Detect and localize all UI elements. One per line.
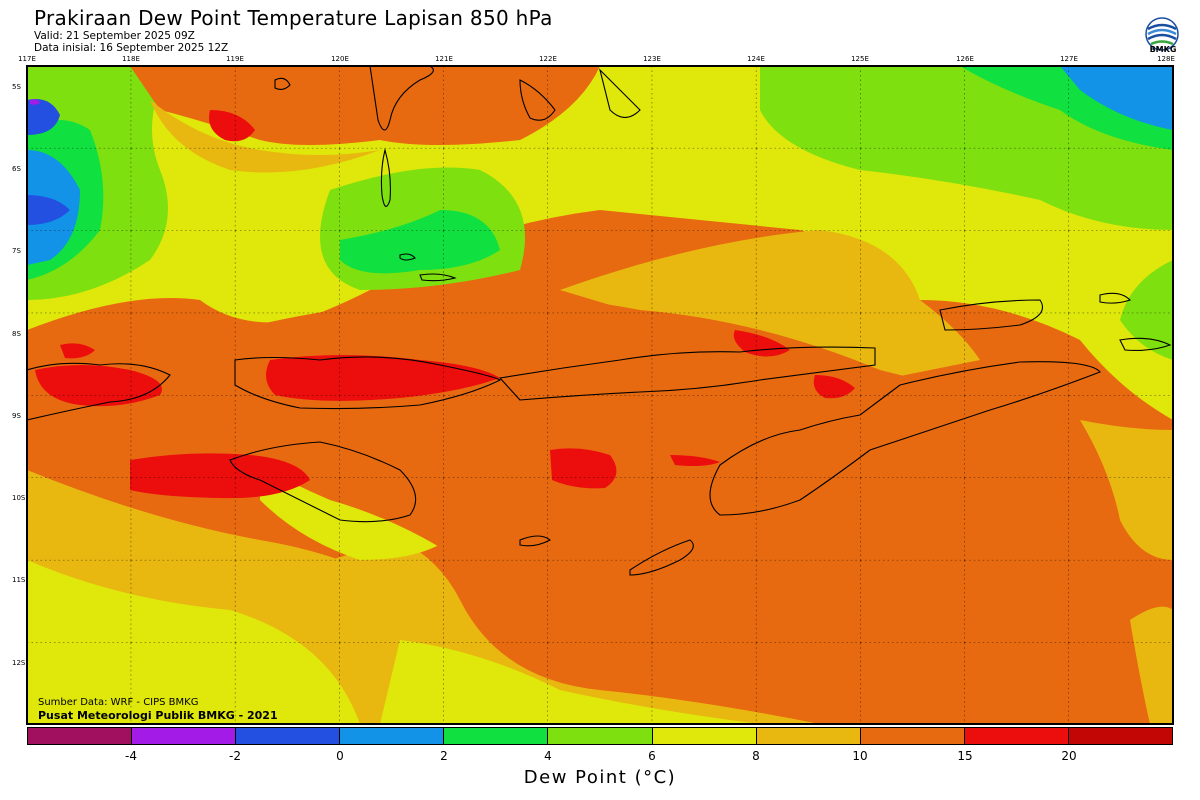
- colorbar-tick: 0: [336, 749, 344, 763]
- colorbar-tick: 2: [440, 749, 448, 763]
- coast-bali-lombok: [27, 362, 171, 421]
- coast-alor: [1119, 337, 1172, 351]
- bmkg-logo-icon: [1145, 17, 1179, 51]
- lon-label: 123E: [643, 55, 661, 63]
- lon-label: 121E: [435, 55, 453, 63]
- lon-label: 125E: [851, 55, 869, 63]
- colorbar-swatch: [1068, 728, 1173, 744]
- coastlines: [27, 66, 1172, 576]
- coast-wetar: [939, 292, 1132, 331]
- colorbar-swatch: [444, 728, 549, 744]
- valid-time: Valid: 21 September 2025 09Z: [34, 30, 195, 42]
- colorbar-tick: 15: [957, 749, 973, 763]
- colorbar-tick: -4: [125, 749, 137, 763]
- map-frame: [26, 65, 1174, 725]
- lat-label: 6S: [12, 165, 21, 173]
- coast-rote-savu: [519, 535, 694, 576]
- lat-label: 5S: [12, 83, 21, 91]
- colorbar-swatch: [548, 728, 653, 744]
- logo-text: BMKG: [1149, 45, 1177, 54]
- colorbar-swatch: [860, 728, 965, 744]
- lon-label: 122E: [539, 55, 557, 63]
- lat-label: 7S: [12, 247, 21, 255]
- lon-label: 126E: [956, 55, 974, 63]
- producer-credit: Pusat Meteorologi Publik BMKG - 2021: [38, 709, 278, 722]
- lon-label: 118E: [122, 55, 140, 63]
- colorbar-tick: 4: [544, 749, 552, 763]
- colorbar-swatch: [132, 728, 237, 744]
- data-source: Sumber Data: WRF - CIPS BMKG: [38, 697, 199, 708]
- colorbar-tick: -2: [229, 749, 241, 763]
- initial-data-time: Data inisial: 16 September 2025 12Z: [34, 42, 229, 54]
- coast-sumbawa: [234, 356, 502, 410]
- coast-flores: [498, 346, 876, 401]
- lon-label: 128E: [1157, 55, 1175, 63]
- lat-label: 11S: [12, 576, 26, 584]
- coast-sulawesi-s: [369, 66, 434, 131]
- colorbar-tick: 20: [1061, 749, 1077, 763]
- lat-label: 10S: [12, 494, 26, 502]
- colorbar-swatch: [652, 728, 757, 744]
- coast-selayar: [380, 147, 391, 207]
- colorbar-swatch: [756, 728, 861, 744]
- coast-small-isl: [274, 77, 457, 282]
- lon-label: 119E: [226, 55, 244, 63]
- colorbar: [27, 727, 1173, 745]
- colorbar-tick: 10: [852, 749, 868, 763]
- coast-buton: [519, 68, 641, 121]
- colorbar-swatch: [340, 728, 445, 744]
- lon-label: 127E: [1060, 55, 1078, 63]
- colorbar-swatch: [964, 728, 1069, 744]
- colorbar-swatch: [236, 728, 341, 744]
- lat-label: 9S: [12, 412, 21, 420]
- colorbar-tick: 6: [648, 749, 656, 763]
- colorbar-swatch: [28, 728, 133, 744]
- lat-label: 12S: [12, 659, 26, 667]
- lon-label: 120E: [331, 55, 349, 63]
- colorbar-label: Dew Point (°C): [523, 767, 677, 788]
- lon-label: 124E: [747, 55, 765, 63]
- coast-timor: [709, 361, 1101, 516]
- page-title: Prakiraan Dew Point Temperature Lapisan …: [34, 6, 553, 30]
- lat-label: 8S: [12, 330, 21, 338]
- colorbar-tick: 8: [752, 749, 760, 763]
- lon-label: 117E: [18, 55, 36, 63]
- coast-sumba: [229, 441, 417, 523]
